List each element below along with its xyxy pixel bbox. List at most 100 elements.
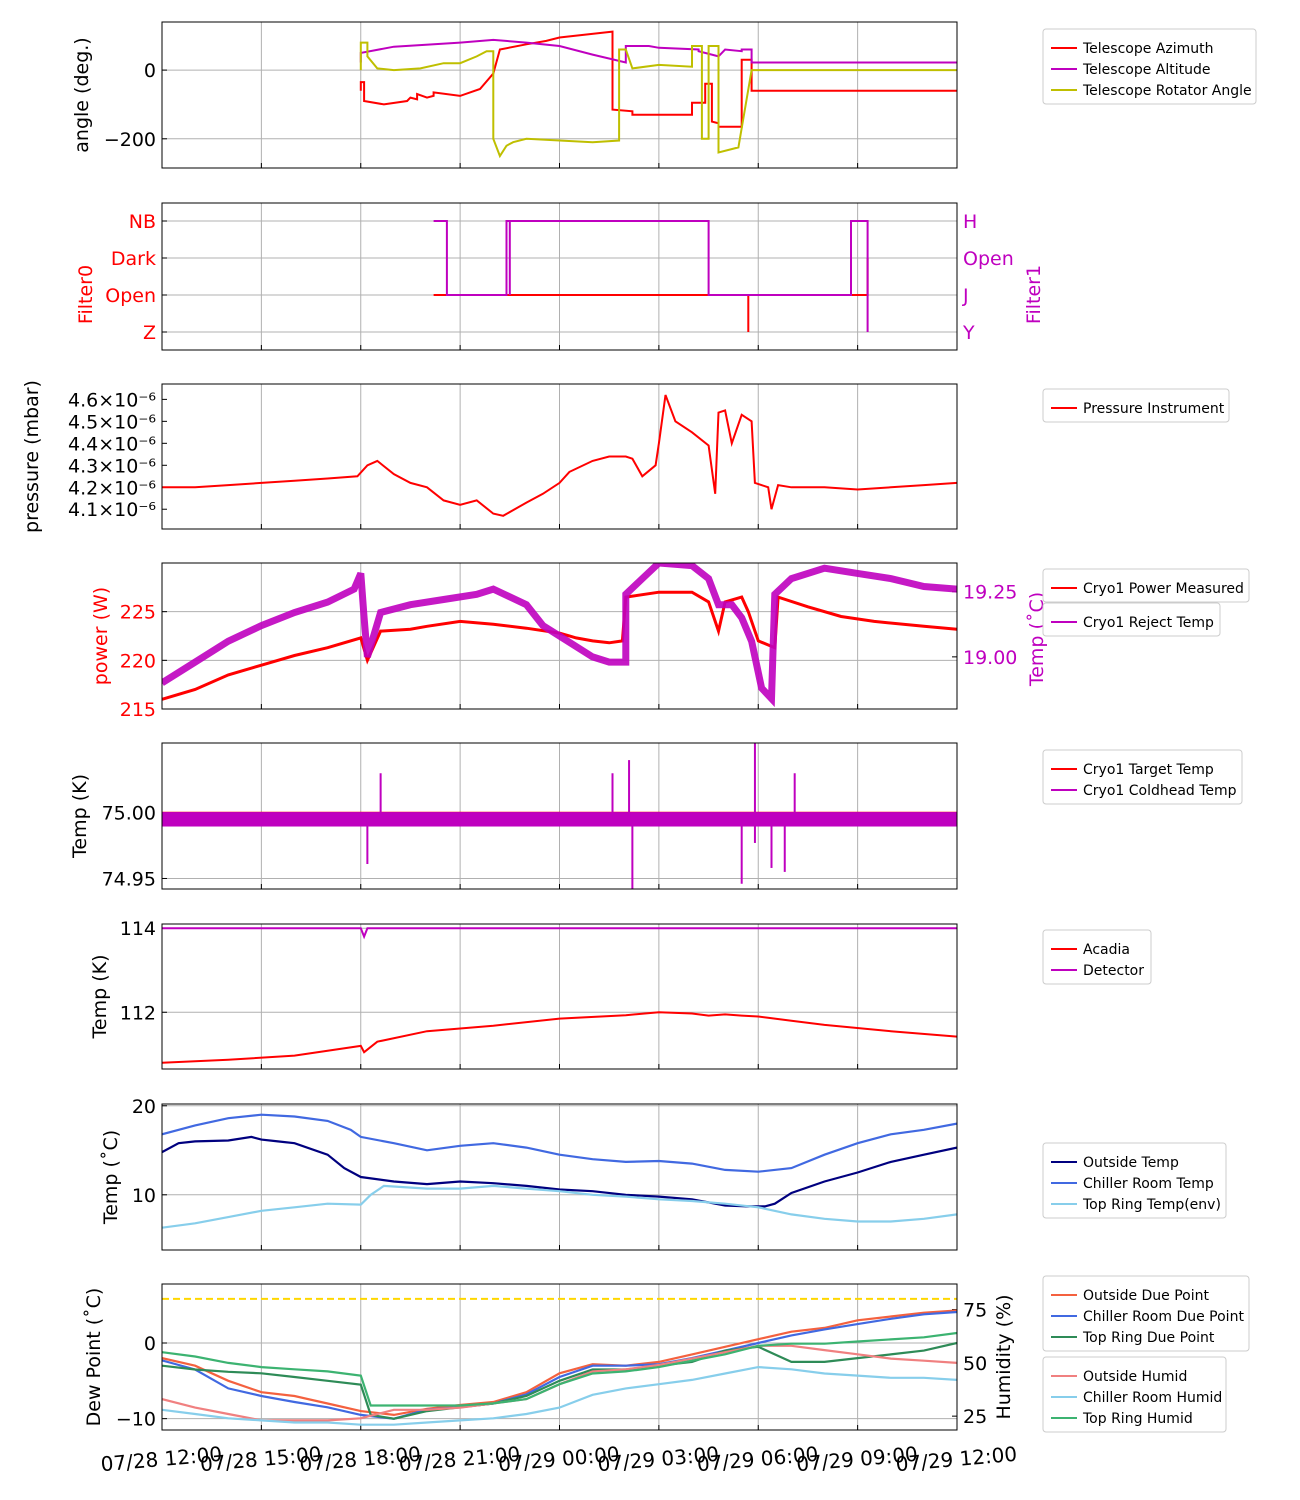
- y-tick-label: 4.1×10⁻⁶: [68, 499, 156, 521]
- series-line-top-ring-humid: [162, 1331, 957, 1407]
- humidity-tick-label: 25: [963, 1406, 987, 1428]
- panel-4-frame: [161, 562, 958, 710]
- filter0-tick-label: Open: [105, 285, 156, 307]
- y-axis-label-right: Humidity (%): [993, 1294, 1015, 1419]
- series-line-chiller-room-humid: [162, 1365, 957, 1426]
- y-axis-label-left: Filter0: [75, 265, 97, 324]
- temp-tick-label: 19.25: [963, 582, 1017, 604]
- humidity-tick-label: 50: [963, 1353, 987, 1375]
- legend-label: Telescope Altitude: [1082, 62, 1211, 78]
- panel-3-frame: [161, 383, 958, 530]
- y-axis-label: Temp (K): [69, 774, 91, 859]
- filter1-tick-label: J: [962, 285, 969, 307]
- legend-pressure-frame: [1042, 388, 1230, 423]
- panel-2-frame: [161, 202, 958, 351]
- y-tick-label: −200: [104, 129, 156, 151]
- filter1-tick-label: H: [963, 211, 977, 233]
- y-axis-label: angle (deg.): [71, 37, 93, 152]
- legend-ambient: Outside Temp Chiller Room Temp Top Ring Te…: [1042, 1142, 1227, 1219]
- legend-label: Chiller Room Due Point: [1083, 1309, 1244, 1325]
- legend-label: Acadia: [1083, 942, 1130, 958]
- panel-5-frame: [161, 742, 958, 890]
- panel-8-frame: [161, 1283, 958, 1431]
- y-axis-label-left: Dew Point (˚C): [83, 1288, 105, 1427]
- filter1-tick-label: Open: [963, 248, 1014, 270]
- y-tick-label: 4.2×10⁻⁶: [68, 477, 156, 499]
- legend-label: Outside Due Point: [1083, 1288, 1210, 1304]
- legend-humidity-frame: [1042, 1356, 1227, 1433]
- y-axis-label: Temp (K): [89, 955, 111, 1040]
- coldhead-noise-band: [162, 812, 957, 827]
- series-line-detector: [162, 927, 957, 940]
- series-line-chiller-room-temp: [162, 1113, 957, 1173]
- y-tick-label: 74.95: [102, 868, 156, 890]
- panel-6-frame: [161, 923, 958, 1070]
- y-tick-label: 10: [132, 1185, 156, 1207]
- series-line-chiller-room-due-point: [162, 1310, 957, 1420]
- series-line-filter1: [433, 220, 869, 332]
- y-tick-label: 75.00: [102, 803, 156, 825]
- legend-label: Pressure Instrument: [1083, 401, 1225, 417]
- dew-tick-label: 0: [144, 1333, 156, 1355]
- series-line-cryo1-reject-temp: [162, 563, 957, 708]
- y-tick-label: 4.6×10⁻⁶: [68, 389, 156, 411]
- series-line-top-ring-due-point: [162, 1341, 957, 1420]
- series-line-pressure-instrument: [162, 394, 957, 517]
- y-tick-label: 20: [132, 1096, 156, 1118]
- y-tick-label: 0: [144, 60, 156, 82]
- y-axis-label: Temp (˚C): [100, 1130, 122, 1225]
- legend-label: Telescope Azimuth: [1082, 41, 1213, 57]
- power-tick-label: 225: [120, 602, 156, 624]
- series-line-outside-temp: [162, 1135, 957, 1208]
- panel-1-frame: [161, 21, 958, 169]
- series-line-telescope-altitude: [359, 38, 957, 64]
- y-axis-label-left: power (W): [90, 587, 112, 685]
- temp-tick-label: 19.00: [963, 647, 1017, 669]
- legend-pressure: Pressure Instrument: [1042, 388, 1230, 423]
- legend-label: Top Ring Temp(env): [1082, 1197, 1221, 1213]
- legend-label: Cryo1 Coldhead Temp: [1083, 783, 1237, 799]
- legend-cryo-temp-frame: [1042, 749, 1243, 805]
- legend-label: Cryo1 Power Measured: [1083, 581, 1244, 597]
- legend-acadia: Acadia Detector: [1042, 929, 1152, 985]
- filter1-tick-label: Y: [962, 322, 975, 344]
- legend-dewpoint: Outside Due Point Chiller Room Due Point T…: [1042, 1275, 1250, 1352]
- legend-cryo-power-frame: [1042, 568, 1250, 603]
- legend-cryo-reject-frame: [1042, 602, 1221, 637]
- legend-humidity: Outside Humid Chiller Room Humid Top Ring …: [1042, 1356, 1227, 1433]
- filter0-tick-label: Z: [143, 322, 156, 344]
- legend-label: Cryo1 Reject Temp: [1083, 615, 1214, 631]
- y-tick-label: 4.5×10⁻⁶: [68, 411, 156, 433]
- filter0-tick-label: NB: [129, 211, 156, 233]
- legend-cryo-power: Cryo1 Power Measured: [1042, 568, 1250, 603]
- series-line-acadia: [162, 1011, 957, 1064]
- legend-angles: Telescope Azimuth Telescope Altitude Teles…: [1042, 28, 1257, 105]
- filter0-tick-label: Dark: [111, 248, 156, 270]
- legend-label: Detector: [1083, 963, 1144, 979]
- y-tick-label: 114: [120, 918, 156, 940]
- y-tick-label: 4.3×10⁻⁶: [68, 455, 156, 477]
- legend-label: Chiller Room Temp: [1083, 1176, 1214, 1192]
- humidity-tick-label: 75: [963, 1300, 987, 1322]
- dew-tick-label: −10: [116, 1409, 156, 1431]
- series-line-outside-due-point: [162, 1309, 957, 1417]
- legend-label: Outside Temp: [1083, 1155, 1179, 1171]
- legend-cryo-reject: Cryo1 Reject Temp: [1042, 602, 1221, 637]
- legend-ambient-frame: [1042, 1142, 1227, 1219]
- y-tick-label: 112: [120, 1002, 156, 1024]
- legend-label: Cryo1 Target Temp: [1083, 762, 1214, 778]
- power-tick-label: 215: [120, 699, 156, 721]
- legend-label: Top Ring Humid: [1082, 1411, 1193, 1427]
- y-axis-label-right: Filter1: [1023, 265, 1045, 324]
- legend-label: Chiller Room Humid: [1083, 1390, 1222, 1406]
- series-line-top-ring-temp-env-: [162, 1184, 957, 1229]
- series-line-telescope-rotator-angle: [359, 41, 957, 159]
- power-tick-label: 220: [120, 650, 156, 672]
- legend-label: Telescope Rotator Angle: [1082, 83, 1252, 99]
- legend-label: Outside Humid: [1083, 1369, 1187, 1385]
- y-tick-label: 4.4×10⁻⁶: [68, 433, 156, 455]
- legend-label: Top Ring Due Point: [1082, 1330, 1215, 1346]
- y-axis-label: pressure (mbar): [21, 380, 43, 533]
- legend-dewpoint-frame: [1042, 1275, 1250, 1352]
